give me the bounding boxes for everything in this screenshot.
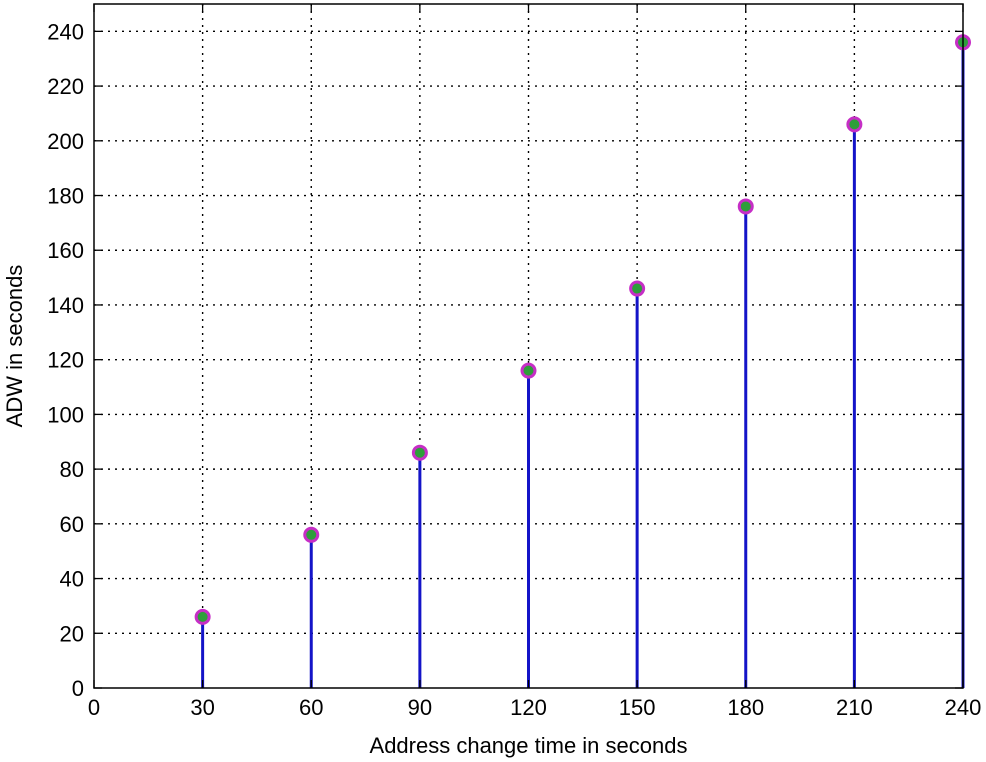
x-tick-label: 180 [727,695,764,720]
stem-marker [303,526,320,543]
x-tick-label: 0 [88,695,100,720]
stem-marker [194,608,211,625]
stem-marker [520,362,537,379]
y-tick-label: 220 [47,74,84,99]
y-tick-label: 0 [72,676,84,701]
y-tick-label: 180 [47,184,84,209]
stem-marker [411,444,428,461]
x-tick-label: 150 [619,695,656,720]
y-tick-label: 100 [47,402,84,427]
y-tick-label: 60 [60,512,84,537]
y-tick-label: 140 [47,293,84,318]
y-tick-label: 120 [47,348,84,373]
y-tick-label: 160 [47,238,84,263]
x-tick-label: 240 [945,695,982,720]
x-axis-label: Address change time in seconds [370,733,688,758]
axis-ticks: 0 30 60 90 120 150 180 210 240 0 20 40 60 80 100 120 140… [47,4,981,720]
stem-marker [629,280,646,297]
x-tick-label: 60 [299,695,323,720]
stem-marker [846,116,863,133]
x-tick-label: 90 [408,695,432,720]
y-tick-label: 240 [47,19,84,44]
stem-marker [737,198,754,215]
y-tick-label: 20 [60,621,84,646]
y-tick-label: 80 [60,457,84,482]
y-axis-label: ADW in seconds [2,265,27,428]
x-tick-label: 210 [836,695,873,720]
y-tick-label: 40 [60,567,84,592]
y-tick-label: 200 [47,129,84,154]
x-tick-label: 30 [190,695,214,720]
x-tick-label: 120 [510,695,547,720]
